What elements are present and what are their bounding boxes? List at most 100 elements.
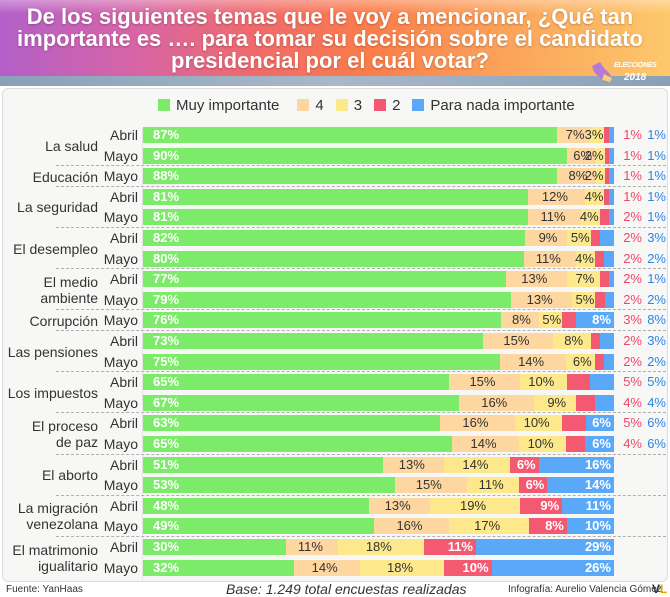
stacked-bar: 75% 14% 6% [143, 353, 614, 370]
seg-3: 7% [566, 271, 600, 288]
seg-4: 7% [556, 127, 591, 143]
group-divider [56, 371, 666, 373]
month-label: Mayo [103, 436, 138, 452]
data-label: 14% [584, 477, 611, 493]
data-label: 18% [365, 539, 392, 554]
chart-row: Abril 65% 15% 10% 5% 5% [0, 374, 670, 391]
group-divider [56, 494, 666, 496]
group-divider [56, 536, 666, 537]
chart-row: Mayo 76% 8% 5% 8% 3% 8% [0, 312, 670, 329]
seg-para-nada: 14% [547, 477, 614, 494]
seg-para-nada: 6% [585, 415, 614, 432]
group-divider [56, 412, 666, 414]
elecciones-logo: ELECCIONES 2018 [590, 62, 670, 90]
data-label: 26% [584, 559, 611, 575]
seg-2 [562, 415, 586, 432]
seg-3: 4% [575, 250, 595, 267]
seg-muy-importante: 63% [143, 415, 440, 432]
seg-para-nada [599, 230, 614, 246]
seg-3: 6% [566, 353, 595, 370]
seg-3: 18% [338, 539, 424, 555]
data-label: 6% [572, 353, 592, 369]
seg-3: 14% [444, 456, 511, 473]
data-label: 11% [585, 497, 611, 513]
seg-2 [599, 271, 610, 288]
data-label: 51% [153, 456, 180, 472]
legend-label: 4 [315, 96, 324, 114]
seg-3: 10% [518, 436, 567, 452]
data-label: 8% [512, 312, 531, 328]
seg-muy-importante: 90% [143, 147, 567, 164]
seg-2 [595, 291, 605, 308]
data-label: 19% [460, 497, 487, 513]
seg-3: 10% [519, 374, 567, 391]
seg-4: 6% [566, 147, 596, 164]
data-label: 73% [153, 333, 180, 348]
data-label: 32% [153, 559, 180, 575]
data-label: 5% [570, 230, 590, 245]
seg-para-nada: 6% [585, 436, 614, 452]
chart-row: Mayo 88% 8% 2% 1% 1% [0, 168, 670, 185]
seg-para-nada [609, 127, 614, 143]
data-label-para-nada: 6% [647, 415, 666, 431]
seg-muy-importante: 81% [143, 188, 529, 205]
title-banner [0, 0, 670, 80]
data-label: 13% [526, 291, 553, 307]
data-label-para-nada: 3% [647, 333, 666, 348]
seg-muy-importante: 51% [143, 456, 384, 473]
month-label: Mayo [103, 250, 138, 267]
topic-label: El medio ambiente [40, 273, 98, 306]
seg-para-nada: 11% [562, 497, 614, 514]
seg-2 [576, 394, 596, 411]
seg-para-nada: 26% [491, 559, 614, 576]
data-label: 30% [153, 539, 180, 554]
data-label: 7% [575, 271, 595, 287]
data-label: 11% [535, 250, 561, 266]
seg-4: 14% [499, 353, 567, 370]
data-label: 5% [542, 312, 562, 328]
data-label: 11% [297, 539, 323, 554]
seg-2 [604, 147, 610, 164]
seg-4: 9% [525, 230, 568, 246]
legend-swatch [374, 99, 387, 111]
data-label: 13% [384, 497, 411, 513]
seg-muy-importante: 32% [143, 559, 294, 576]
data-label-2: 1% [623, 147, 642, 163]
data-label: 2% [584, 147, 604, 163]
chart-row: Abril 48% 13% 19% 9% 11% [0, 497, 670, 514]
data-label: 11% [478, 477, 504, 493]
data-label: 10% [528, 374, 555, 390]
seg-muy-importante: 80% [143, 250, 524, 267]
data-label: 16% [584, 456, 611, 472]
seg-para-nada [609, 209, 614, 226]
data-label-para-nada: 1% [647, 168, 666, 184]
seg-muy-importante: 73% [143, 333, 484, 349]
data-label: 9% [538, 230, 558, 245]
data-label-2: 4% [623, 394, 642, 410]
topic-label: El matrimonio igualitario [12, 541, 98, 574]
data-label: 14% [470, 436, 497, 451]
data-label-2: 4% [623, 436, 642, 451]
topic-label: Las pensiones [7, 343, 98, 360]
seg-4: 13% [511, 291, 572, 308]
chart-row: Mayo 67% 16% 9% 4% 4% [0, 394, 670, 411]
group-divider [56, 453, 666, 455]
seg-2 [566, 374, 591, 391]
stacked-bar: 67% 16% 9% [143, 394, 614, 411]
chart-row: Mayo 49% 16% 17% 8% 10% [0, 518, 670, 535]
data-label-para-nada: 1% [647, 147, 666, 163]
seg-muy-importante: 75% [143, 353, 500, 370]
data-label-2: 5% [623, 374, 642, 390]
data-label: 15% [415, 477, 442, 493]
data-label: 6% [573, 147, 593, 163]
group-divider [56, 185, 666, 187]
stacked-bar: 81% 11% 4% [143, 209, 614, 226]
footer-base: Base: 1.249 total encuestas realizadas [226, 581, 467, 597]
seg-3: 17% [449, 518, 530, 535]
data-label: 14% [518, 353, 545, 369]
legend-swatch [335, 99, 348, 111]
legend-swatch [297, 99, 310, 111]
seg-4: 16% [458, 394, 534, 411]
ballot-hand-icon [592, 62, 612, 82]
seg-4: 15% [449, 374, 520, 391]
